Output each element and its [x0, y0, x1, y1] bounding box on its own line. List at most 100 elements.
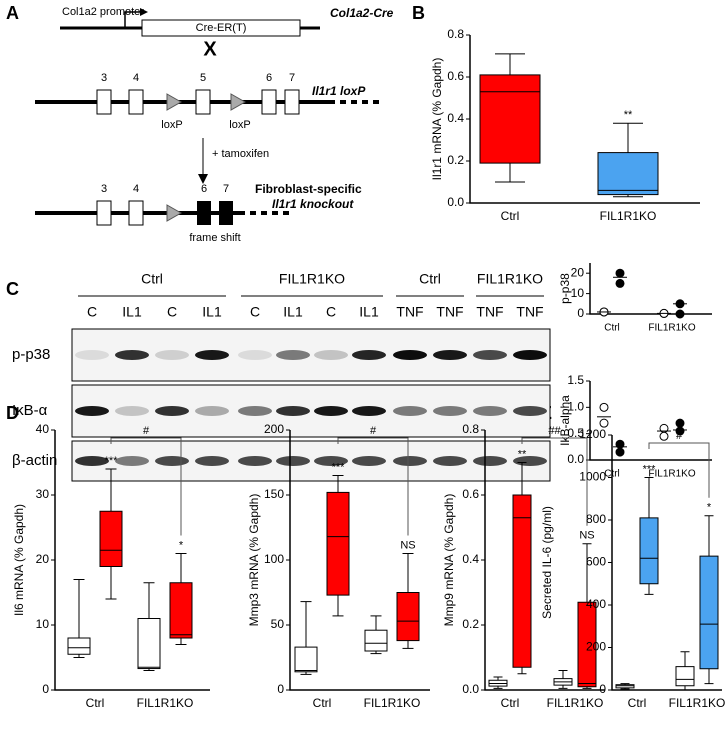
band [352, 456, 386, 466]
band [115, 406, 149, 416]
exon [96, 200, 112, 226]
band [238, 456, 272, 466]
y-tick-label: 0.0 [462, 682, 479, 696]
box [577, 601, 597, 688]
x-tick-label: Ctrl [604, 323, 620, 334]
band [238, 350, 272, 360]
y-tick-label: 0.0 [567, 452, 584, 466]
y-tick-label: 1200 [579, 427, 606, 441]
blot-frame [71, 384, 551, 438]
band [314, 456, 348, 466]
y-tick-label: 0.2 [447, 153, 464, 167]
box [699, 555, 719, 670]
exon [197, 201, 211, 225]
box [512, 494, 532, 668]
x-tick-label: FIL1R1KO [648, 323, 695, 334]
bracket [521, 437, 588, 526]
exon [96, 89, 112, 115]
band [155, 406, 189, 416]
y-axis-label: Il6 mRNA (% Gapdh) [12, 504, 26, 616]
band [352, 406, 386, 416]
significance: ** [624, 109, 633, 121]
blot-frame [71, 328, 551, 382]
panel-label: D [6, 403, 19, 423]
exon-number: 4 [133, 72, 139, 84]
box [396, 592, 420, 642]
ko-label: Fibroblast-specific [255, 182, 362, 196]
point [659, 431, 669, 441]
cross: X [203, 38, 217, 60]
significance: *** [332, 461, 346, 473]
group-label: Ctrl [141, 271, 163, 287]
significance: * [707, 502, 712, 514]
band [155, 456, 189, 466]
y-tick-label: 0.6 [447, 69, 464, 83]
lane-label: IL1 [202, 304, 222, 320]
box [479, 74, 541, 164]
x-tick-label: Ctrl [313, 696, 332, 710]
y-tick-label: 20 [36, 552, 50, 566]
y-tick-label: 1.0 [567, 400, 584, 414]
y-tick-label: 100 [264, 552, 284, 566]
ko-label: Il1r1 knockout [272, 197, 354, 211]
y-axis-label: IkB-alpha [558, 395, 572, 446]
band [314, 350, 348, 360]
promoter-arrow [124, 11, 140, 28]
bracket-label: # [676, 430, 683, 442]
panel-label: A [6, 3, 19, 23]
point [599, 418, 609, 428]
band [276, 406, 310, 416]
y-tick-label: 0.4 [447, 111, 464, 125]
x-tick-label: FIL1R1KO [648, 469, 695, 480]
band [115, 456, 149, 466]
y-tick-label: 200 [264, 422, 284, 436]
exon-number: 7 [289, 72, 295, 84]
y-tick-label: 1000 [579, 470, 606, 484]
y-tick-label: 40 [36, 422, 50, 436]
band [276, 456, 310, 466]
band [433, 406, 467, 416]
bracket-label: ## [548, 425, 561, 437]
bracket-label: # [370, 425, 377, 437]
exon [128, 200, 144, 226]
y-tick-label: 20 [571, 265, 585, 279]
significance: NS [579, 530, 594, 542]
lane-label: TNF [516, 304, 543, 320]
y-axis-label: p-p38 [558, 273, 572, 304]
loxp-site [166, 93, 247, 111]
y-tick-label: 0.4 [462, 552, 479, 566]
panel-label: B [412, 3, 425, 23]
point [615, 278, 625, 288]
box [675, 666, 695, 687]
x-tick-label: FIL1R1KO [669, 696, 726, 710]
significance: ** [518, 448, 527, 460]
y-tick-label: 600 [586, 555, 606, 569]
exon-number: 5 [200, 72, 206, 84]
x-tick-label: FIL1R1KO [364, 696, 421, 710]
x-tick-label: Ctrl [86, 696, 105, 710]
exon [128, 89, 144, 115]
group-label: FIL1R1KO [279, 271, 345, 287]
box [639, 517, 659, 585]
box [99, 510, 123, 567]
band [513, 350, 547, 360]
y-tick-label: 150 [264, 487, 284, 501]
panel-a: A C D B E Col1a2 promoter Cre-ER(T) Col1… [6, 3, 552, 423]
exon [261, 89, 277, 115]
loxp-site [166, 204, 183, 222]
box [364, 629, 388, 652]
promoter-label: Col1a2 promoter [62, 6, 144, 18]
band [352, 350, 386, 360]
box [67, 637, 91, 655]
exon [195, 89, 211, 115]
exon [219, 201, 233, 225]
lane-label: TNF [436, 304, 463, 320]
exon-number: 3 [101, 72, 107, 84]
y-tick-label: 0 [577, 306, 584, 320]
y-axis-label: Secreted IL-6 (pg/ml) [540, 506, 554, 619]
band [195, 350, 229, 360]
lane-label: C [326, 304, 336, 320]
lane-label: C [87, 304, 97, 320]
